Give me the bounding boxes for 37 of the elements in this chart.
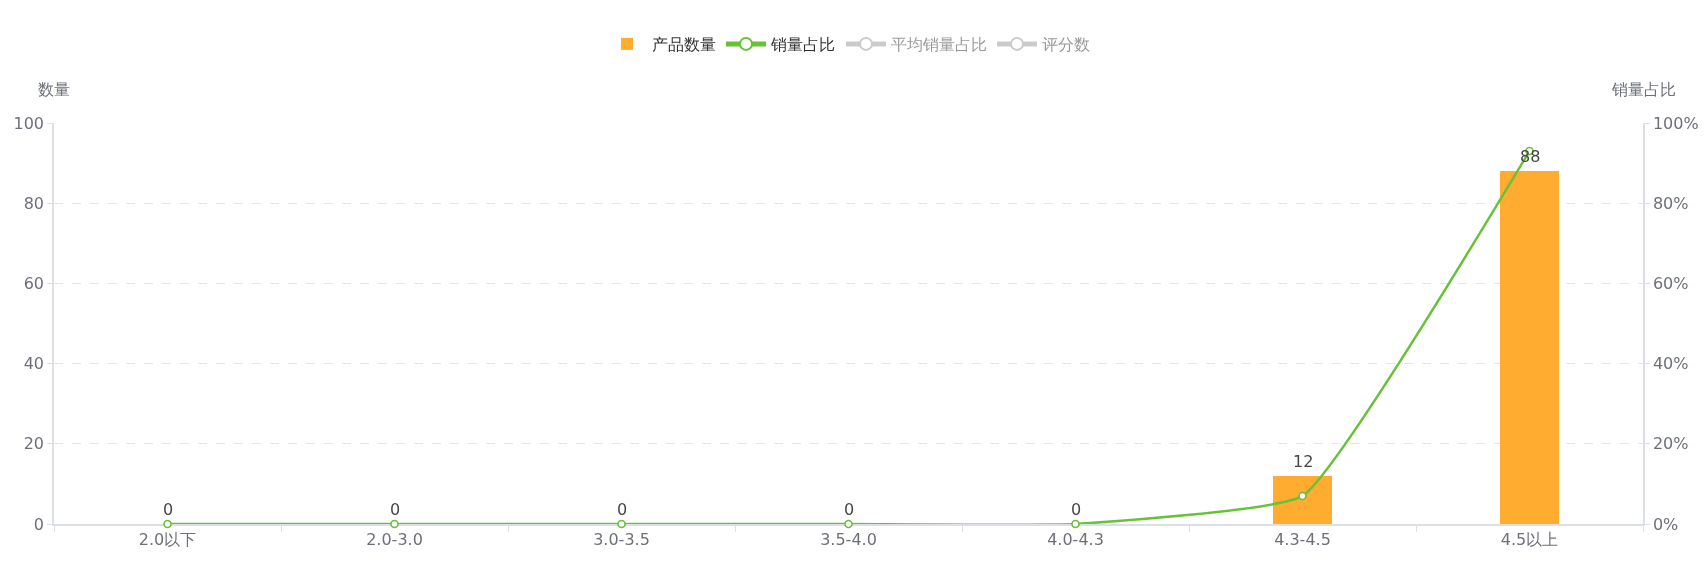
y2-tick-label: 40% bbox=[1652, 354, 1689, 374]
data-label: 0 bbox=[1071, 500, 1082, 519]
point bbox=[844, 519, 853, 529]
point bbox=[617, 519, 626, 529]
legend-label: 平均销量占比 bbox=[891, 35, 987, 55]
point bbox=[1298, 491, 1307, 501]
legend-label: 销量占比 bbox=[770, 35, 835, 55]
x-tick-label: 3.0-3.5 bbox=[593, 529, 650, 549]
x-tick-label: 4.5以上 bbox=[1500, 529, 1559, 549]
point bbox=[1071, 519, 1080, 529]
point bbox=[390, 519, 399, 529]
y-tick-label: 60 bbox=[23, 274, 45, 293]
x-tick-label: 2.0以下 bbox=[138, 529, 197, 549]
x-tick-label: 3.5-4.0 bbox=[820, 529, 877, 549]
y-axis-title: 数量 bbox=[38, 80, 70, 99]
x-tick-label: 4.3-4.5 bbox=[1274, 529, 1331, 549]
data-label: 12 bbox=[1293, 452, 1314, 471]
y2-tick-label: 60% bbox=[1652, 274, 1689, 293]
point bbox=[163, 519, 172, 529]
y2-tick-label: 20% bbox=[1652, 434, 1689, 454]
data-label: 0 bbox=[844, 500, 855, 519]
y-tick-label: 20 bbox=[23, 434, 45, 454]
data-label: 0 bbox=[163, 500, 174, 519]
y-tick-label: 40 bbox=[23, 354, 45, 374]
data-label: 0 bbox=[390, 500, 401, 519]
y-tick-label: 80 bbox=[23, 193, 45, 213]
y2-tick-label: 80% bbox=[1652, 193, 1689, 213]
y2-tick-label: 100% bbox=[1652, 113, 1699, 133]
legend-label: 评分数 bbox=[1042, 35, 1090, 55]
y-tick-label: 0 bbox=[33, 514, 45, 534]
x-tick-label: 2.0-3.0 bbox=[366, 529, 423, 549]
data-label: 0 bbox=[617, 500, 628, 519]
y2-tick-label: 0% bbox=[1652, 514, 1679, 534]
legend-label: 产品数量 bbox=[652, 35, 716, 55]
x-tick-label: 4.0-4.3 bbox=[1047, 529, 1104, 549]
y2-axis-title: 销量占比 bbox=[1611, 80, 1676, 99]
y-tick-label: 100 bbox=[13, 113, 45, 133]
